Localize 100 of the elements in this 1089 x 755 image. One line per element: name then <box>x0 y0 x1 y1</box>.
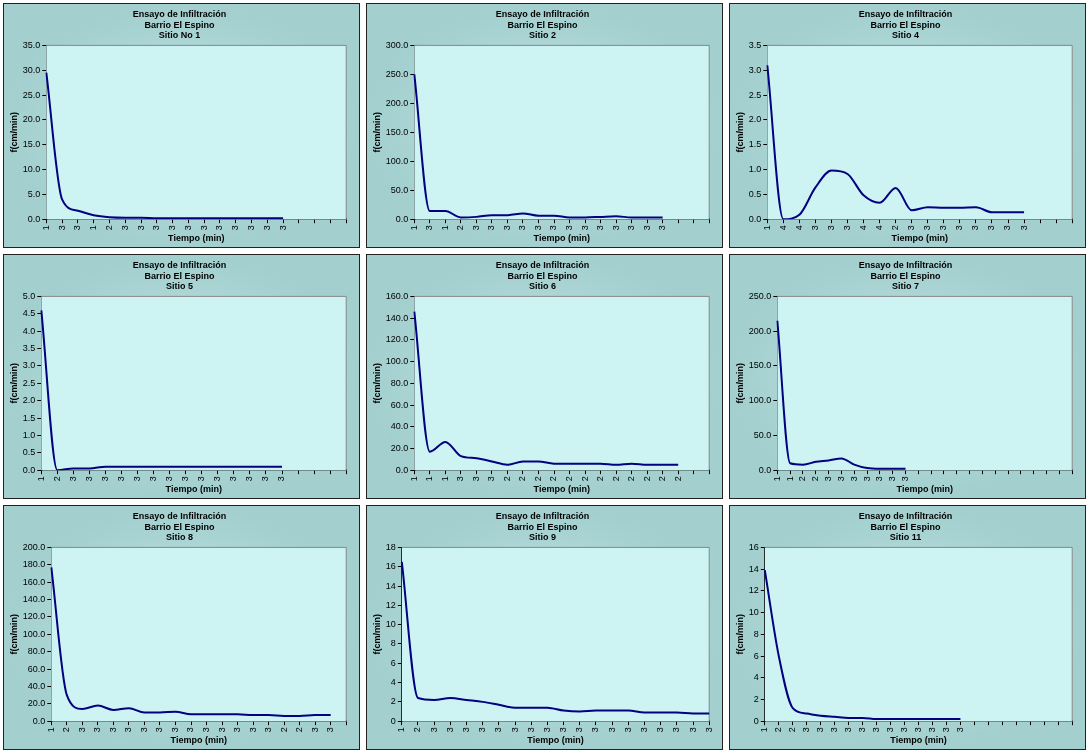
x-tick-label: 3 <box>541 727 552 733</box>
y-tick-label: 2.0 <box>22 395 36 406</box>
x-tick-label: 3 <box>954 225 965 231</box>
x-tick-label: 3 <box>912 727 923 733</box>
y-tick-label: 160.0 <box>385 290 409 301</box>
y-tick-label: 16 <box>385 561 396 572</box>
x-tick-label: 3 <box>107 727 118 733</box>
x-tick-label: 3 <box>501 225 512 231</box>
y-tick-label: 0.0 <box>758 464 772 475</box>
y-tick-label: 12 <box>748 585 759 596</box>
y-tick-label: 160.0 <box>22 576 46 587</box>
y-tick-label: 0.5 <box>748 188 762 199</box>
x-tick-label: 3 <box>532 225 543 231</box>
x-tick-label: 3 <box>232 727 243 733</box>
y-tick-label: 200.0 <box>748 325 772 336</box>
x-tick-label: 3 <box>164 476 175 482</box>
x-tick-label: 3 <box>579 225 590 231</box>
x-tick-label: 1 <box>35 476 46 482</box>
y-tick-label: 16 <box>748 541 759 552</box>
y-tick-label: 14 <box>385 580 396 591</box>
x-tick-label: 3 <box>861 476 872 482</box>
x-tick-label: 3 <box>493 727 504 733</box>
y-tick-label: 2.0 <box>748 114 762 125</box>
x-tick-label: 1 <box>771 476 782 482</box>
y-tick-label: 200.0 <box>385 97 409 108</box>
y-tick-label: 4 <box>753 672 759 683</box>
y-tick-label: 35.0 <box>22 39 41 50</box>
x-tick-label: 3 <box>655 727 666 733</box>
x-tick-label: 3 <box>610 225 621 231</box>
y-tick-label: 0.0 <box>748 213 762 224</box>
y-tick-label: 10 <box>748 607 759 618</box>
y-tick-label: 25.0 <box>22 89 41 100</box>
y-tick-label: 5.0 <box>27 188 41 199</box>
x-tick-label: 3 <box>180 476 191 482</box>
x-tick-label: 3 <box>196 476 207 482</box>
chart-subtitle: Barrio El Espino Sitio 2 <box>507 19 579 41</box>
line-series <box>763 569 962 721</box>
line-series <box>50 566 332 717</box>
x-tick-label: 2 <box>532 476 543 482</box>
x-tick-label: 3 <box>245 225 256 231</box>
x-tick-label: 3 <box>444 727 455 733</box>
y-tick-label: 180.0 <box>22 559 46 570</box>
y-tick-label: 0.5 <box>22 447 36 458</box>
x-tick-label: 3 <box>835 476 846 482</box>
x-tick-label: 2 <box>61 727 72 733</box>
line-series <box>400 560 711 715</box>
x-tick-label: 3 <box>525 727 536 733</box>
y-tick-label: 0.0 <box>32 715 46 726</box>
x-tick-label: 3 <box>477 727 488 733</box>
x-tick-label: 3 <box>185 727 196 733</box>
y-tick-label: 4.5 <box>22 308 36 319</box>
x-tick-label: 2 <box>517 476 528 482</box>
x-tick-label: 3 <box>638 727 649 733</box>
y-tick-label: 140.0 <box>22 594 46 605</box>
x-tick-label: 2 <box>579 476 590 482</box>
y-tick-label: 80.0 <box>27 646 46 657</box>
x-tick-label: 3 <box>116 476 127 482</box>
chart-title: Ensayo de Infiltración <box>858 8 953 19</box>
chart-title: Ensayo de Infiltración <box>858 259 953 270</box>
y-tick-label: 0.0 <box>395 464 409 475</box>
x-tick-label: 3 <box>486 476 497 482</box>
x-tick-label: 3 <box>887 476 898 482</box>
x-axis-title: Tiempo (min) <box>533 233 590 244</box>
chart-title: Ensayo de Infiltración <box>495 510 590 521</box>
x-tick-label: 3 <box>260 476 271 482</box>
x-axis-title: Tiempo (min) <box>527 735 584 746</box>
x-axis-title: Tiempo (min) <box>533 484 590 495</box>
x-tick-label: 3 <box>815 727 826 733</box>
x-tick-label: 3 <box>626 225 637 231</box>
x-tick-label: 3 <box>843 727 854 733</box>
y-tick-label: 6 <box>390 657 396 668</box>
x-tick-label: 2 <box>672 476 683 482</box>
y-tick-label: 3.5 <box>748 39 762 50</box>
x-tick-label: 2 <box>890 225 901 231</box>
x-tick-label: 2 <box>595 476 606 482</box>
x-tick-label: 3 <box>687 727 698 733</box>
y-tick-label: 1.5 <box>22 412 36 423</box>
y-tick-label: 12 <box>385 599 396 610</box>
x-tick-label: 3 <box>198 225 209 231</box>
y-tick-label: 200.0 <box>22 541 46 552</box>
y-tick-label: 2.5 <box>22 377 36 388</box>
x-tick-label: 3 <box>938 225 949 231</box>
x-tick-label: 3 <box>622 727 633 733</box>
x-tick-label: 3 <box>92 727 103 733</box>
y-tick-label: 3.5 <box>22 343 36 354</box>
y-axis-title: f(cm/min) <box>371 614 382 655</box>
x-tick-label: 3 <box>595 225 606 231</box>
y-axis-title: f(cm/min) <box>734 614 745 655</box>
x-tick-label: 3 <box>829 727 840 733</box>
x-tick-label: 3 <box>154 727 165 733</box>
x-tick-label: 2 <box>548 476 559 482</box>
x-tick-label: 3 <box>922 225 933 231</box>
line-series <box>45 71 285 220</box>
x-tick-label: 1 <box>439 476 450 482</box>
x-tick-label: 3 <box>247 727 258 733</box>
y-tick-label: 100.0 <box>385 155 409 166</box>
y-tick-label: 3.0 <box>748 64 762 75</box>
chart-title: Ensayo de Infiltración <box>132 510 227 521</box>
chart-subtitle: Barrio El Espino Sitio No 1 <box>144 19 216 41</box>
x-tick-label: 3 <box>657 225 668 231</box>
